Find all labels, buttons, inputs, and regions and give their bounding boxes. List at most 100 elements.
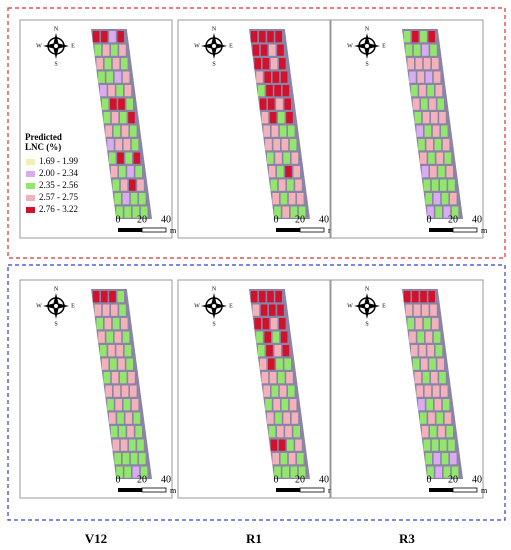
plot-cell <box>274 345 281 357</box>
plot-cell <box>250 291 258 303</box>
scale-black <box>429 228 453 232</box>
scale-black <box>276 488 300 492</box>
plot-cell <box>423 179 431 191</box>
plot-cell <box>119 166 126 178</box>
plot-cell <box>444 152 452 164</box>
scale-label: 40 <box>161 214 171 225</box>
plot-cell <box>428 291 435 303</box>
plot-cell <box>436 412 443 424</box>
scale-label: 20 <box>295 474 305 485</box>
plot-cell <box>127 166 134 178</box>
plot-cell <box>258 85 265 97</box>
plot-cell <box>433 71 441 83</box>
plot-cell <box>268 426 276 438</box>
plot-cell <box>120 372 127 384</box>
plot-cell <box>101 291 108 303</box>
plot-cell <box>130 453 138 465</box>
plot-cell <box>276 98 283 110</box>
legend-swatch <box>26 207 35 213</box>
compass-s: S <box>365 321 368 327</box>
compass-s: S <box>365 61 368 67</box>
scale-white <box>141 487 167 493</box>
plot-cell <box>448 439 455 451</box>
plot-cell <box>102 304 110 316</box>
plot-cell <box>130 385 137 397</box>
top-group-frame <box>7 7 506 259</box>
plot-cell <box>262 58 270 70</box>
compass-center <box>365 44 369 48</box>
plot-cell <box>96 318 103 330</box>
plot-cell <box>114 71 122 83</box>
plot-cell <box>92 291 100 303</box>
plot-cell <box>441 193 449 205</box>
compass-s: S <box>54 61 57 67</box>
plot-cell <box>416 385 423 397</box>
plot-cell <box>259 98 267 110</box>
plot-cell <box>267 412 274 424</box>
compass-s: S <box>212 61 215 67</box>
scale-white <box>452 487 478 493</box>
plot-cell <box>110 98 117 110</box>
plot-cell <box>116 345 123 357</box>
plot-cell <box>120 179 128 191</box>
plot-cell <box>112 439 120 451</box>
plot-cell <box>283 152 290 164</box>
plot-cell <box>407 58 414 70</box>
plot-cell <box>278 439 286 451</box>
scale-label: 20 <box>295 214 305 225</box>
plot-cell <box>405 44 413 56</box>
plot-cell <box>270 179 278 191</box>
plot-cell <box>274 466 281 478</box>
plot-cell <box>267 31 274 43</box>
plot-cell <box>442 399 450 411</box>
plot-cell <box>274 85 281 97</box>
plot-cell <box>111 372 119 384</box>
plot-cell <box>108 85 115 97</box>
plot-cell <box>135 426 142 438</box>
plot-cell <box>417 71 424 83</box>
plot-cell <box>403 31 411 43</box>
scale-label: 0 <box>274 214 279 225</box>
plot-cell <box>425 71 433 83</box>
plot-cell <box>451 466 459 478</box>
plot-cell <box>112 318 120 330</box>
plot-cell <box>431 112 438 124</box>
compass-w: W <box>194 43 200 49</box>
plot-cell <box>128 372 135 384</box>
plot-cell <box>412 358 420 370</box>
plot-cell <box>106 71 113 83</box>
plot-cell <box>250 31 258 43</box>
plot-cell <box>266 345 273 357</box>
compass-center <box>54 44 58 48</box>
plot-cell <box>110 426 118 438</box>
plot-cell <box>263 125 270 137</box>
plot-cell <box>121 58 128 70</box>
plot-cell <box>122 331 130 343</box>
plot-cell <box>121 318 128 330</box>
plot-cell <box>427 206 434 218</box>
plot-cell <box>117 412 124 424</box>
plot-cell <box>107 139 114 151</box>
plot-cell <box>422 112 430 124</box>
plot-cell <box>112 179 120 191</box>
scale-label: 20 <box>448 474 458 485</box>
plot-cell <box>289 139 297 151</box>
plot-cell <box>428 152 435 164</box>
plot-cell <box>135 166 142 178</box>
plot-cell <box>288 385 295 397</box>
plot-cell <box>443 206 451 218</box>
legend-swatch <box>26 195 35 201</box>
plot-cell <box>431 179 439 191</box>
plot-cell <box>121 385 129 397</box>
plot-cell <box>125 152 132 164</box>
plot-cell <box>280 331 288 343</box>
plot-cell <box>419 345 426 357</box>
plot-cell <box>425 331 433 343</box>
plot-cell <box>287 439 294 451</box>
plot-cell <box>290 466 298 478</box>
plot-cell <box>127 426 134 438</box>
plot-cell <box>450 193 457 205</box>
plot-cell <box>421 166 429 178</box>
plot-cell <box>428 412 435 424</box>
